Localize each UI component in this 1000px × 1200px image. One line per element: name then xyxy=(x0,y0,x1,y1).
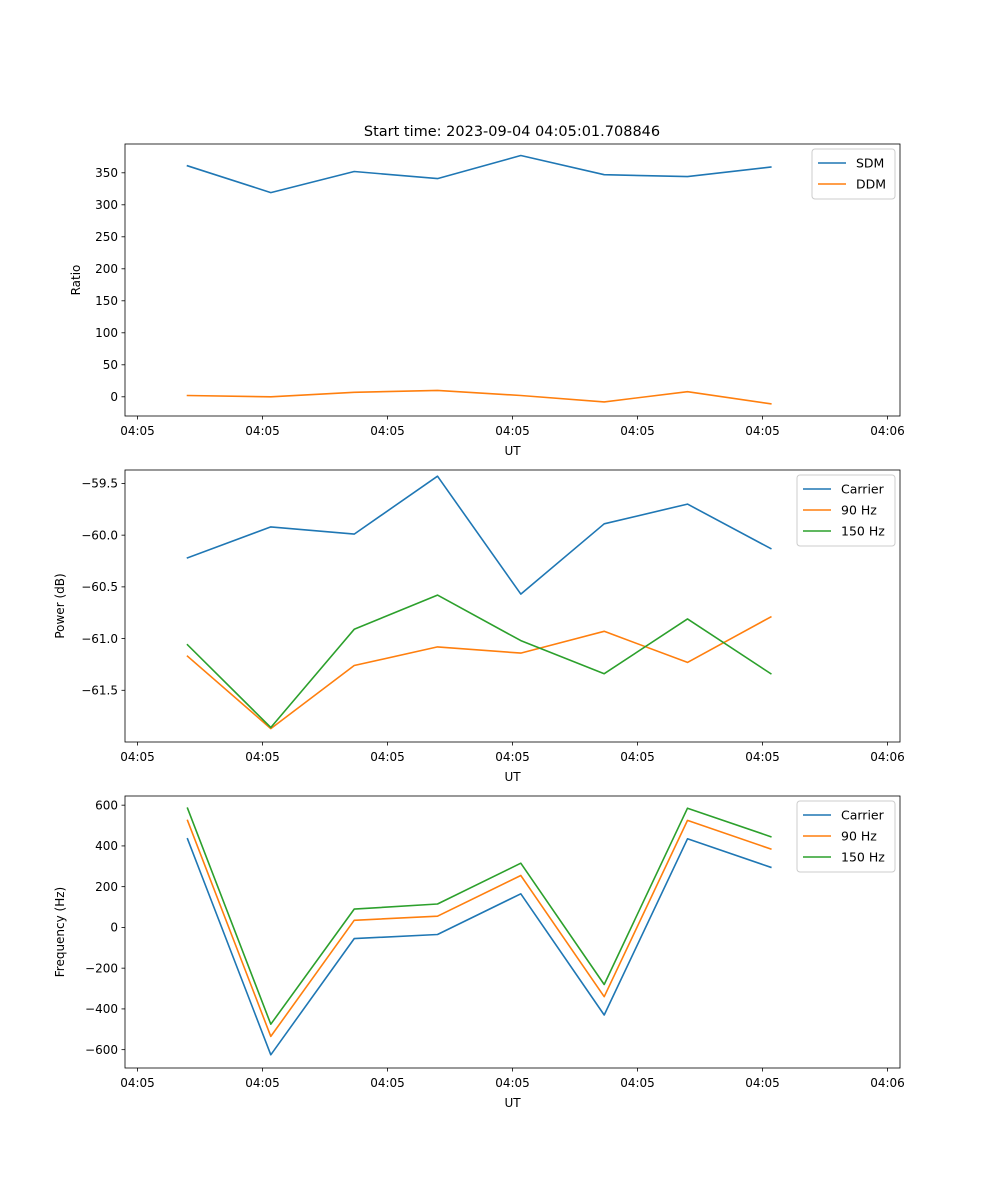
ratio-x-tick-label: 04:05 xyxy=(245,424,280,438)
frequency-y-axis-label: Frequency (Hz) xyxy=(53,887,67,978)
ratio-y-tick-label: 50 xyxy=(103,358,118,372)
ratio-y-tick-label: 350 xyxy=(95,166,118,180)
ratio-series-ddm-line xyxy=(186,389,772,405)
frequency-y-tick-label: −600 xyxy=(85,1043,118,1057)
power-x-axis-label: UT xyxy=(504,770,521,784)
ratio-y-tick-label: 150 xyxy=(95,294,118,308)
frequency-y-tick-label: 200 xyxy=(95,880,118,894)
frequency-x-tick-label: 04:05 xyxy=(245,1076,280,1090)
ratio-y-tick-label: 100 xyxy=(95,326,118,340)
frequency-y-tick-label: 0 xyxy=(110,921,118,935)
power-x-tick-label: 04:06 xyxy=(870,750,905,764)
frequency-legend: Carrier 90 Hz 150 Hz xyxy=(796,800,896,873)
frequency-y-tick-label: −400 xyxy=(85,1002,118,1016)
power-y-tick-label: −60.5 xyxy=(81,580,118,594)
ratio-x-tick-label: 04:05 xyxy=(370,424,405,438)
ratio-legend-label-ddm: DDM xyxy=(856,177,886,192)
frequency-legend-label-90-hz: 90 Hz xyxy=(841,829,877,844)
frequency-x-tick-label: 04:06 xyxy=(870,1076,905,1090)
power-x-tick-label: 04:05 xyxy=(745,750,780,764)
ratio-panel: 04:05 04:05 04:05 04:05 04:05 04:05 04:06 0 50 10… xyxy=(69,143,905,458)
power-x-tick-label: 04:05 xyxy=(370,750,405,764)
power-series-carrier-line xyxy=(186,475,772,595)
power-legend-label-90-hz: 90 Hz xyxy=(841,503,877,518)
power-panel: 04:05 04:05 04:05 04:05 04:05 04:05 04:06 −61.5… xyxy=(53,469,905,784)
frequency-x-axis-label: UT xyxy=(504,1096,521,1110)
power-x-tick-label: 04:05 xyxy=(245,750,280,764)
frequency-series-150-hz-line xyxy=(186,807,772,1025)
frequency-x-tick-label: 04:05 xyxy=(745,1076,780,1090)
power-legend-box xyxy=(796,474,896,547)
power-x-tick-label: 04:05 xyxy=(620,750,655,764)
ratio-y-tick-label: 300 xyxy=(95,198,118,212)
power-y-axis-label: Power (dB) xyxy=(53,573,67,638)
frequency-legend-box xyxy=(796,800,896,873)
ratio-y-tick-label: 250 xyxy=(95,230,118,244)
power-legend-label-carrier: Carrier xyxy=(841,482,885,497)
frequency-series-carrier-line xyxy=(186,837,772,1056)
frequency-legend-label-carrier: Carrier xyxy=(841,808,885,823)
ratio-x-axis-label: UT xyxy=(504,444,521,458)
power-x-tick-label: 04:05 xyxy=(120,750,155,764)
power-legend-label-150-hz: 150 Hz xyxy=(841,524,885,539)
ratio-legend: SDM DDM xyxy=(811,148,896,200)
ratio-x-tick-label: 04:05 xyxy=(745,424,780,438)
power-series-150-hz-line xyxy=(186,594,772,729)
frequency-legend-label-150-hz: 150 Hz xyxy=(841,850,885,865)
power-y-tick-label: −60.0 xyxy=(81,528,118,542)
ratio-series-sdm-line xyxy=(186,154,772,194)
frequency-x-tick-label: 04:05 xyxy=(370,1076,405,1090)
ratio-x-tick-label: 04:05 xyxy=(620,424,655,438)
ratio-legend-label-sdm: SDM xyxy=(856,156,884,171)
frequency-y-tick-label: −200 xyxy=(85,961,118,975)
ratio-y-tick-label: 0 xyxy=(110,390,118,404)
frequency-x-tick-label: 04:05 xyxy=(620,1076,655,1090)
power-legend: Carrier 90 Hz 150 Hz xyxy=(796,474,896,547)
power-y-tick-label: −59.5 xyxy=(81,477,118,491)
frequency-series-90-hz-line xyxy=(186,819,772,1038)
frequency-panel: 04:05 04:05 04:05 04:05 04:05 04:05 04:06 −600 −… xyxy=(53,795,905,1110)
power-series-90-hz-line xyxy=(186,615,772,730)
ratio-legend-box xyxy=(811,148,896,200)
frequency-y-tick-label: 400 xyxy=(95,839,118,853)
power-y-tick-label: −61.0 xyxy=(81,632,118,646)
frequency-y-tick-label: 600 xyxy=(95,798,118,812)
power-y-tick-label: −61.5 xyxy=(81,684,118,698)
frequency-x-tick-label: 04:05 xyxy=(495,1076,530,1090)
ratio-x-tick-label: 04:06 xyxy=(870,424,905,438)
figure-title: Start time: 2023-09-04 04:05:01.708846 xyxy=(364,124,660,140)
frequency-x-tick-label: 04:05 xyxy=(120,1076,155,1090)
power-x-tick-label: 04:05 xyxy=(495,750,530,764)
ratio-x-tick-label: 04:05 xyxy=(120,424,155,438)
ratio-x-tick-label: 04:05 xyxy=(495,424,530,438)
ratio-y-axis-label: Ratio xyxy=(69,265,83,296)
ratio-y-tick-label: 200 xyxy=(95,262,118,276)
